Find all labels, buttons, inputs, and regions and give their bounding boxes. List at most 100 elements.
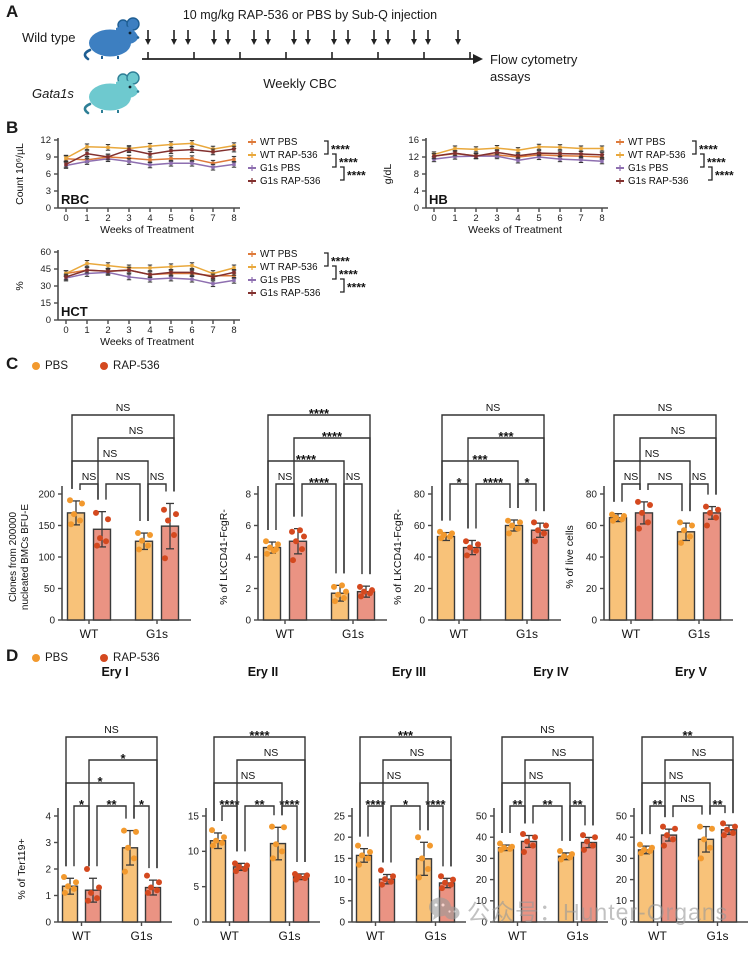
gata1s-label: Gata1s bbox=[32, 86, 74, 101]
svg-text:15: 15 bbox=[40, 298, 51, 309]
ery2-bar-chart: Ery II 0 5 10 15 WT G1s **** ** **** NS NS **** bbox=[172, 660, 324, 959]
svg-text:****: **** bbox=[309, 475, 330, 490]
svg-text:g/dL: g/dL bbox=[382, 164, 394, 185]
svg-text:60: 60 bbox=[40, 247, 51, 258]
svg-text:****: **** bbox=[347, 169, 366, 183]
watermark-text: 公众号：Hunter-Organs bbox=[467, 899, 729, 925]
svg-text:WT: WT bbox=[366, 929, 385, 943]
svg-text:8: 8 bbox=[414, 169, 419, 180]
svg-text:****: **** bbox=[699, 143, 718, 157]
wechat-icon bbox=[429, 897, 460, 920]
svg-text:****: **** bbox=[365, 797, 386, 812]
weekly-cbc-label: Weekly CBC bbox=[263, 76, 337, 91]
svg-text:80: 80 bbox=[414, 489, 426, 500]
svg-text:Weeks of Treatment: Weeks of Treatment bbox=[468, 224, 562, 236]
svg-text:% of live cells: % of live cells bbox=[564, 525, 576, 589]
svg-text:G1s RAP-536: G1s RAP-536 bbox=[628, 176, 689, 187]
svg-text:2: 2 bbox=[45, 864, 51, 875]
svg-text:**: ** bbox=[542, 797, 553, 812]
svg-text:Count 10⁶/µL: Count 10⁶/µL bbox=[14, 143, 26, 205]
svg-text:G1s: G1s bbox=[342, 627, 364, 641]
svg-text:****: **** bbox=[331, 143, 350, 157]
bfue-bar-chart: 0 50 100 150 200 Clones from 200000 nucleated … bbox=[6, 374, 206, 651]
svg-text:NS: NS bbox=[278, 471, 293, 483]
svg-text:8: 8 bbox=[245, 489, 251, 500]
svg-text:20: 20 bbox=[586, 584, 598, 595]
svg-text:40: 40 bbox=[414, 552, 426, 563]
hct-line-chart: 0 15 30 45 60 0 1 2 3 4 5 6 7 8 Weeks of Treatment% HCT… bbox=[10, 240, 382, 359]
svg-text:4: 4 bbox=[515, 213, 520, 224]
svg-text:% of LKCD41-FcgR-: % of LKCD41-FcgR- bbox=[392, 509, 404, 605]
wildtype-label: Wild type bbox=[22, 30, 76, 45]
svg-text:G1s: G1s bbox=[130, 929, 152, 943]
svg-text:NS: NS bbox=[624, 471, 639, 483]
svg-text:0: 0 bbox=[419, 615, 425, 626]
svg-text:10: 10 bbox=[476, 896, 488, 907]
svg-text:2: 2 bbox=[473, 213, 478, 224]
svg-text:1: 1 bbox=[452, 213, 457, 224]
rap536-legend-dot bbox=[100, 362, 109, 370]
svg-text:5: 5 bbox=[339, 896, 345, 907]
svg-text:***: *** bbox=[398, 728, 414, 743]
svg-text:NS: NS bbox=[692, 747, 707, 759]
svg-text:NS: NS bbox=[346, 471, 361, 483]
svg-text:****: **** bbox=[322, 429, 343, 444]
svg-text:WT RAP-536: WT RAP-536 bbox=[260, 262, 318, 273]
svg-text:****: **** bbox=[249, 728, 270, 743]
svg-text:150: 150 bbox=[38, 521, 55, 532]
svg-text:0: 0 bbox=[46, 203, 51, 214]
panel-d-legend: PBS RAP-536 bbox=[32, 652, 186, 664]
svg-text:30: 30 bbox=[616, 854, 628, 865]
svg-text:10: 10 bbox=[188, 847, 200, 858]
svg-text:9: 9 bbox=[46, 152, 51, 163]
pbs-legend-label: PBS bbox=[45, 652, 69, 664]
svg-text:7: 7 bbox=[578, 213, 583, 224]
svg-text:*: * bbox=[97, 774, 103, 789]
svg-text:0: 0 bbox=[46, 315, 51, 326]
svg-text:20: 20 bbox=[616, 875, 628, 886]
svg-text:2: 2 bbox=[105, 325, 110, 336]
svg-text:NS: NS bbox=[658, 402, 673, 414]
svg-text:1: 1 bbox=[84, 325, 89, 336]
svg-text:0: 0 bbox=[63, 325, 68, 336]
svg-text:0: 0 bbox=[193, 917, 199, 928]
svg-text:****: **** bbox=[707, 156, 726, 170]
rbc-line-chart: 0 3 6 9 12 0 1 2 3 4 5 6 7 8 Weeks of Treatment Count 1… bbox=[10, 128, 382, 247]
svg-text:6: 6 bbox=[557, 213, 562, 224]
svg-text:6: 6 bbox=[245, 521, 251, 532]
svg-text:Clones from 200000: Clones from 200000 bbox=[8, 512, 19, 602]
svg-text:4: 4 bbox=[414, 186, 419, 197]
svg-text:0: 0 bbox=[481, 917, 487, 928]
svg-text:0: 0 bbox=[339, 917, 345, 928]
svg-text:NS: NS bbox=[129, 425, 144, 437]
svg-text:3: 3 bbox=[46, 186, 51, 197]
mouse-tail bbox=[83, 48, 92, 61]
svg-text:*: * bbox=[79, 797, 85, 812]
svg-text:***: *** bbox=[498, 429, 514, 444]
svg-text:30: 30 bbox=[476, 854, 488, 865]
svg-text:****: **** bbox=[483, 475, 504, 490]
svg-text:% of LKCD41-FcgR-: % of LKCD41-FcgR- bbox=[218, 509, 230, 605]
svg-text:**: ** bbox=[572, 797, 583, 812]
svg-text:8: 8 bbox=[599, 213, 604, 224]
svg-text:**: ** bbox=[512, 797, 523, 812]
svg-text:50: 50 bbox=[476, 811, 488, 822]
svg-text:WT: WT bbox=[72, 929, 91, 943]
svg-text:NS: NS bbox=[529, 770, 544, 782]
hb-line-chart: 0 4 8 12 16 0 1 2 3 4 5 6 7 8 Weeks of Treatment g/dL HB… bbox=[378, 128, 750, 247]
ery3-bar-chart: Ery III 0 5 10 15 20 25 WT G1s **** * **** NS NS *** bbox=[318, 660, 470, 959]
svg-text:WT: WT bbox=[276, 627, 295, 641]
svg-text:6: 6 bbox=[189, 325, 194, 336]
svg-text:50: 50 bbox=[616, 811, 628, 822]
svg-text:WT: WT bbox=[508, 929, 527, 943]
svg-text:40: 40 bbox=[586, 552, 598, 563]
svg-text:40: 40 bbox=[616, 833, 628, 844]
watermark: 公众号：Hunter-Organs bbox=[428, 893, 728, 927]
svg-text:6: 6 bbox=[46, 169, 51, 180]
injection-timeline bbox=[140, 27, 492, 82]
svg-text:WT: WT bbox=[622, 627, 641, 641]
svg-text:20: 20 bbox=[414, 584, 426, 595]
lkcd41-fcgr-bar-chart-1: 0 2 4 6 8% of LKCD41-FcgR- WT G1s NS **** NS **** *… bbox=[214, 374, 398, 651]
svg-text:HCT: HCT bbox=[61, 304, 88, 319]
